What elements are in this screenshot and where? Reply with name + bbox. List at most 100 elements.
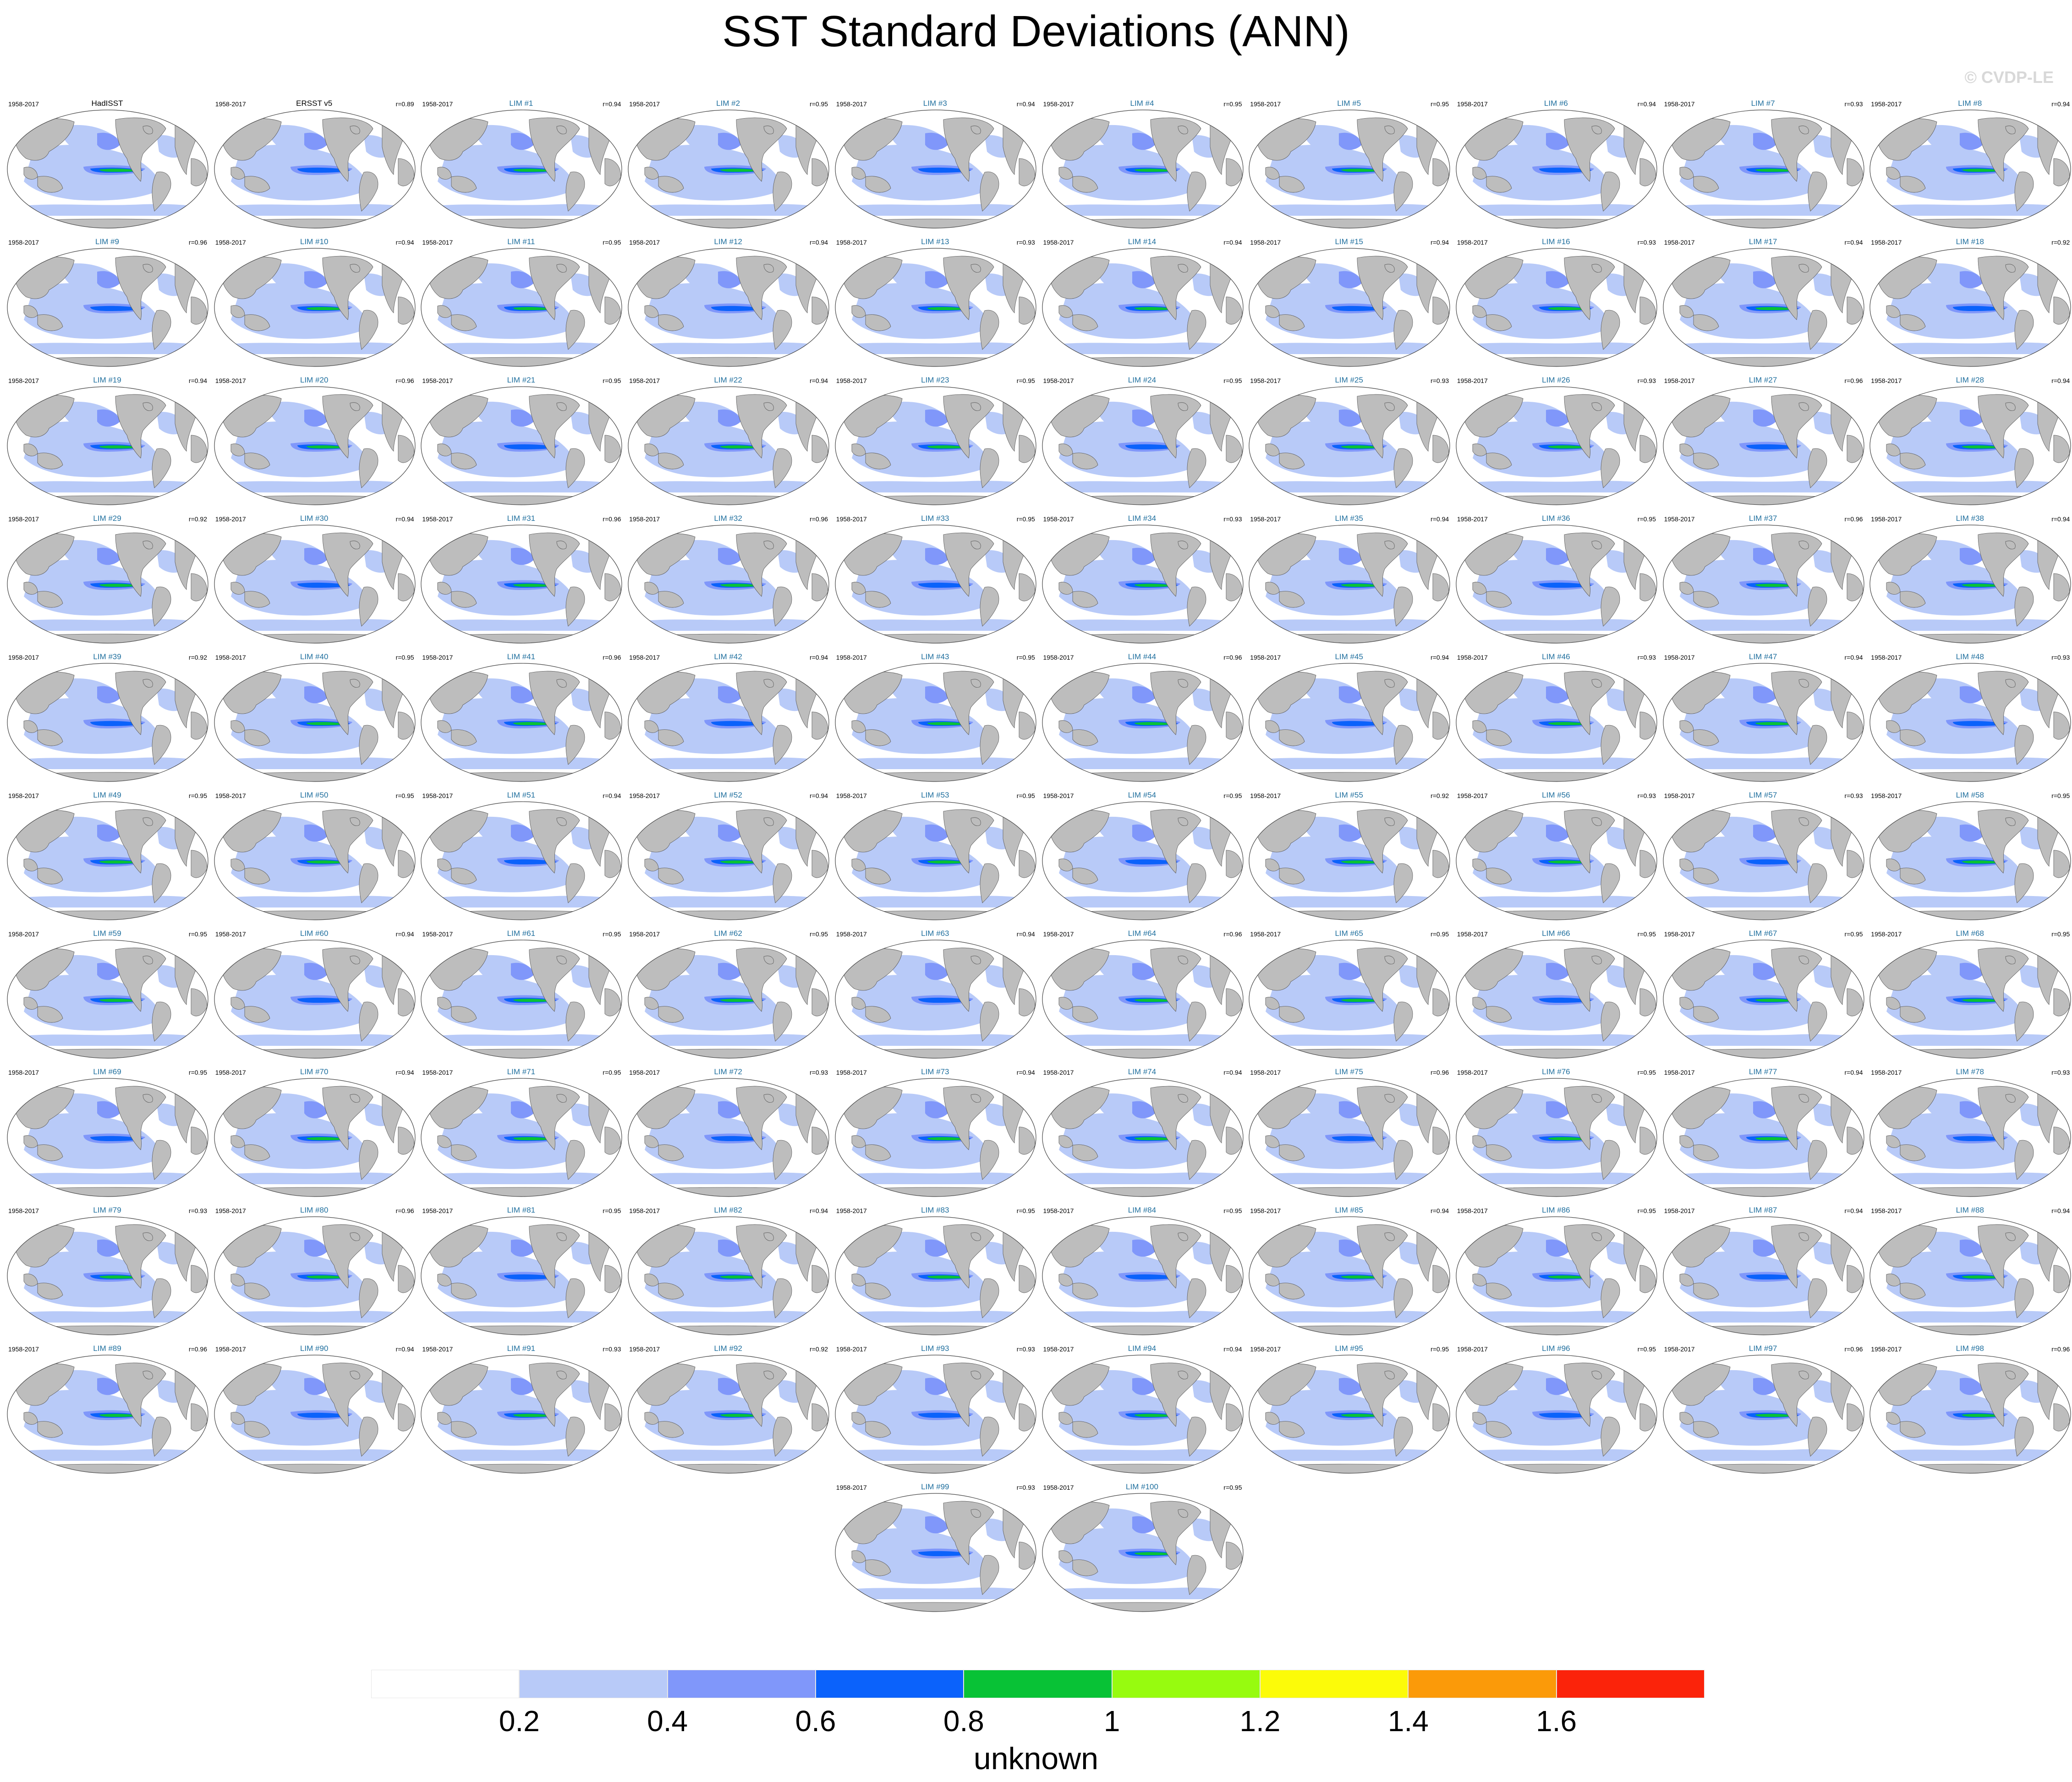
panel-period-label: 1958-2017 (8, 239, 39, 246)
map-panel: 1958-2017 LIM #24 r=0.95 (1039, 372, 1246, 509)
panel-title: LIM #1 (509, 99, 533, 108)
panel-period-label: 1958-2017 (836, 1207, 867, 1214)
panel-title: LIM #43 (921, 652, 949, 661)
map-panel: 1958-2017 LIM #10 r=0.94 (211, 234, 418, 371)
panel-title: LIM #47 (1749, 652, 1777, 661)
map-panel: 1958-2017 LIM #67 r=0.95 (1660, 925, 1867, 1063)
panel-pattern-correlation: r=0.95 (1223, 100, 1242, 108)
panel-pattern-correlation: r=0.96 (1223, 654, 1242, 661)
panel-pattern-correlation: r=0.95 (603, 1069, 621, 1076)
map-panel: 1958-2017 LIM #20 r=0.96 (211, 372, 418, 509)
colorbar-tick-label: 0.4 (647, 1705, 688, 1738)
sst-map (1249, 801, 1450, 920)
panel-title: LIM #5 (1337, 99, 1361, 108)
map-panel: 1958-2017 LIM #28 r=0.94 (1866, 372, 2072, 509)
map-panel: 1958-2017 LIM #90 r=0.94 (211, 1340, 418, 1478)
sst-map (7, 1216, 208, 1335)
panel-pattern-correlation: r=0.94 (2051, 515, 2070, 523)
panel-period-label: 1958-2017 (1664, 1069, 1695, 1076)
sst-map (1662, 801, 1864, 920)
panel-pattern-correlation: r=0.94 (603, 792, 621, 799)
panel-period-label: 1958-2017 (629, 792, 660, 799)
map-panel: 1958-2017 HadISST (4, 95, 211, 233)
panel-pattern-correlation: r=0.94 (395, 1069, 414, 1076)
panel-title: LIM #9 (95, 237, 119, 246)
panel-title: LIM #14 (1128, 237, 1157, 246)
panel-pattern-correlation: r=0.94 (603, 100, 621, 108)
map-panel: 1958-2017 LIM #88 r=0.94 (1866, 1202, 2072, 1339)
panel-title: LIM #84 (1128, 1206, 1157, 1214)
panel-period-label: 1958-2017 (1250, 377, 1281, 384)
colorbar-box (519, 1670, 668, 1698)
panel-pattern-correlation: r=0.95 (810, 930, 828, 938)
panel-period-label: 1958-2017 (1871, 100, 1902, 108)
figure-title: SST Standard Deviations (ANN) (722, 7, 1350, 56)
map-panel: 1958-2017 LIM #29 r=0.92 (4, 510, 211, 648)
map-panel: 1958-2017 LIM #79 r=0.93 (4, 1202, 211, 1339)
panel-title: LIM #2 (716, 99, 740, 108)
panel-period-label: 1958-2017 (629, 930, 660, 938)
panel-title: LIM #94 (1128, 1344, 1157, 1353)
panel-title: LIM #7 (1751, 99, 1775, 108)
panel-pattern-correlation: r=0.95 (1637, 1345, 1656, 1353)
sst-map (628, 386, 829, 505)
panel-period-label: 1958-2017 (629, 654, 660, 661)
map-panel: 1958-2017 LIM #38 r=0.94 (1866, 510, 2072, 648)
panel-title: LIM #40 (300, 652, 329, 661)
sst-map (835, 1078, 1036, 1197)
map-panel: 1958-2017 LIM #51 r=0.94 (417, 787, 625, 924)
panel-period-label: 1958-2017 (1457, 654, 1488, 661)
sst-map (7, 386, 208, 505)
sst-map (1662, 663, 1864, 782)
map-panel: 1958-2017 LIM #31 r=0.96 (417, 510, 625, 648)
panel-period-label: 1958-2017 (1250, 1345, 1281, 1353)
map-panel: 1958-2017 LIM #5 r=0.95 (1245, 95, 1453, 233)
map-panel: 1958-2017 ERSST v5 r=0.89 (211, 95, 418, 233)
sst-map (1249, 1078, 1450, 1197)
sst-map (835, 1355, 1036, 1474)
map-panel: 1958-2017 LIM #55 r=0.92 (1245, 787, 1453, 924)
panel-pattern-correlation: r=0.94 (1844, 239, 1863, 246)
panel-pattern-correlation: r=0.95 (1016, 377, 1035, 384)
colorbar-tick-label: 1.4 (1387, 1705, 1429, 1738)
panel-period-label: 1958-2017 (1664, 930, 1695, 938)
map-panel: 1958-2017 LIM #8 r=0.94 (1866, 95, 2072, 233)
map-panel: 1958-2017 LIM #69 r=0.95 (4, 1064, 211, 1201)
sst-map (1041, 525, 1244, 644)
panel-period-label: 1958-2017 (836, 515, 867, 523)
panel-pattern-correlation: r=0.95 (603, 930, 621, 938)
panel-period-label: 1958-2017 (1664, 654, 1695, 661)
sst-map (214, 1078, 416, 1197)
panel-title: LIM #23 (921, 376, 949, 384)
sst-map (1249, 525, 1450, 644)
panel-pattern-correlation: r=0.96 (395, 377, 414, 384)
map-panel: 1958-2017 LIM #17 r=0.94 (1660, 234, 1867, 371)
panel-title: LIM #92 (714, 1344, 742, 1353)
panel-title: LIM #11 (507, 237, 535, 246)
panel-title: LIM #51 (507, 791, 536, 799)
colorbar-box (1408, 1670, 1557, 1698)
panel-period-label: 1958-2017 (836, 239, 867, 246)
map-panel: 1958-2017 LIM #27 r=0.96 (1660, 372, 1867, 509)
map-panel: 1958-2017 LIM #60 r=0.94 (211, 925, 418, 1063)
map-panel: 1958-2017 LIM #7 r=0.93 (1660, 95, 1867, 233)
sst-map (835, 525, 1036, 644)
panel-title: LIM #80 (300, 1206, 329, 1214)
panel-period-label: 1958-2017 (1871, 1345, 1902, 1353)
sst-map (1041, 1216, 1244, 1335)
panel-period-label: 1958-2017 (422, 100, 453, 108)
panel-period-label: 1958-2017 (1250, 100, 1281, 108)
panel-title: LIM #21 (507, 376, 536, 384)
colorbar-box (816, 1670, 964, 1698)
panel-period-label: 1958-2017 (1457, 1345, 1488, 1353)
sst-map (1456, 663, 1657, 782)
panel-period-label: 1958-2017 (1043, 239, 1074, 246)
panel-pattern-correlation: r=0.93 (1844, 100, 1863, 108)
sst-map (1662, 940, 1864, 1059)
sst-map (1249, 109, 1450, 229)
panel-title: LIM #81 (507, 1206, 536, 1214)
sst-map (835, 109, 1036, 229)
map-panel: 1958-2017 LIM #75 r=0.96 (1245, 1064, 1453, 1201)
panel-period-label: 1958-2017 (836, 1484, 867, 1491)
panel-title: LIM #52 (714, 791, 742, 799)
